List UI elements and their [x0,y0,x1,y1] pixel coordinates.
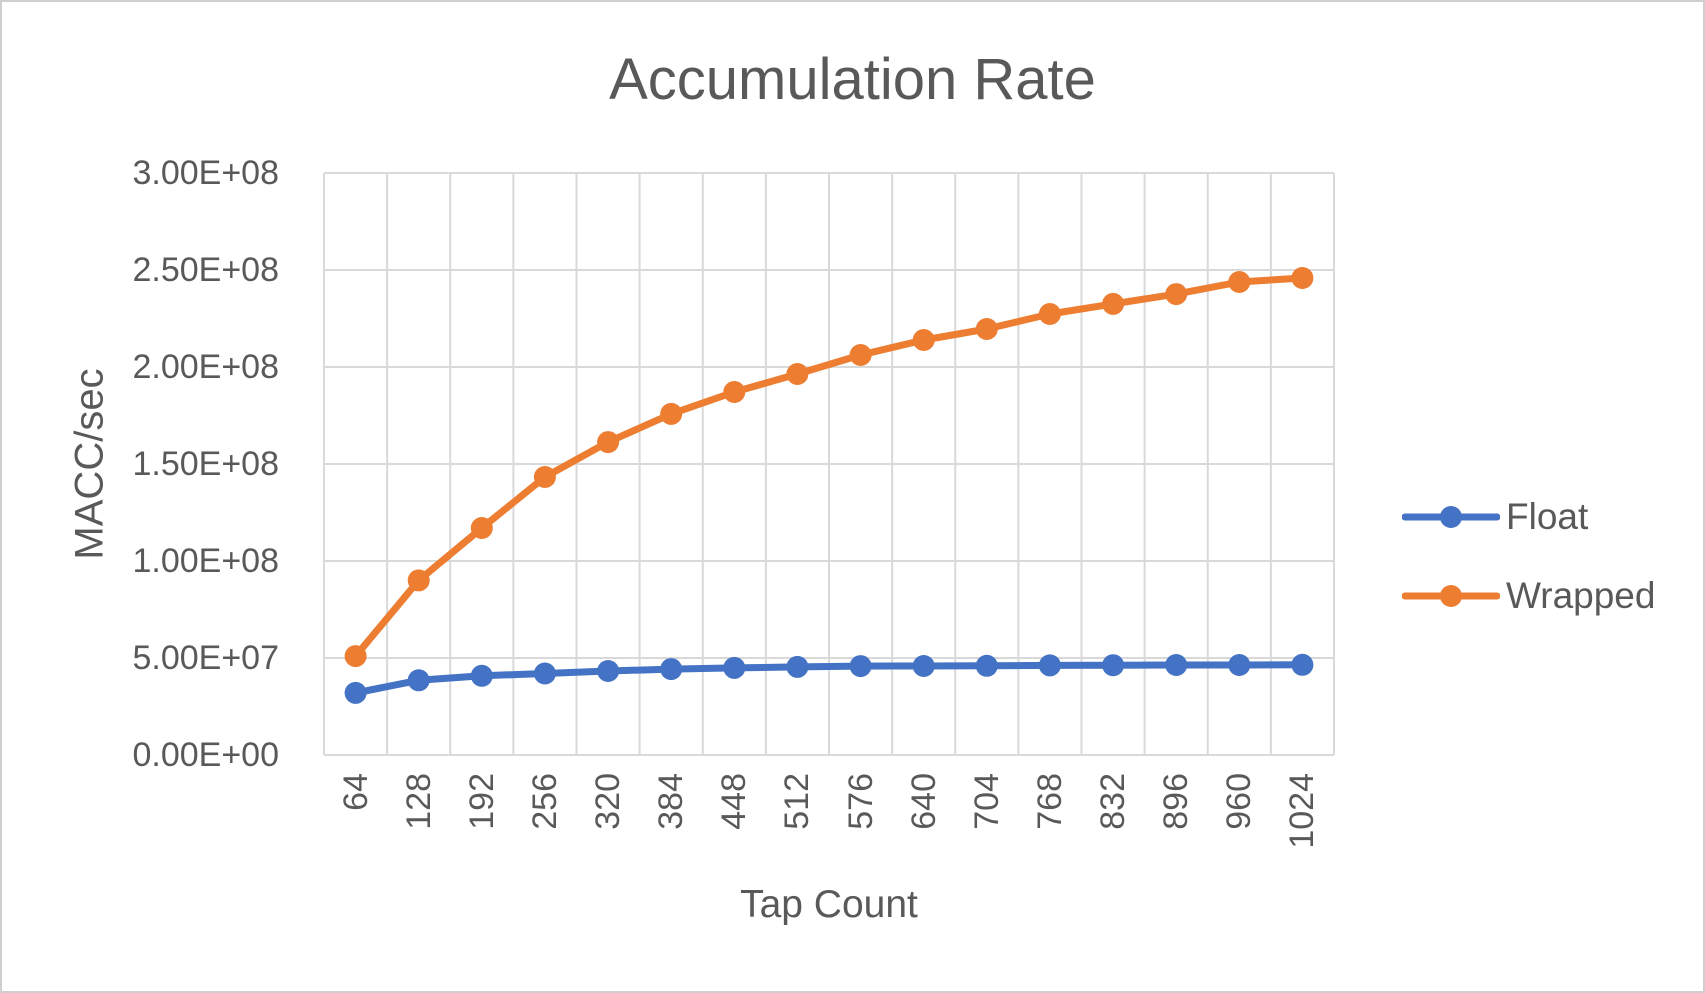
series-marker-float [660,658,683,681]
x-tick-label: 896 [1157,773,1196,830]
series-marker-float [1165,654,1188,676]
series-marker-float [1038,654,1061,677]
x-tick-label: 960 [1220,773,1259,830]
series-marker-wrapped [1291,267,1314,289]
series-marker-wrapped [1102,292,1125,315]
series-marker-wrapped [1228,271,1251,293]
x-tick-label: 1024 [1283,773,1322,849]
series-marker-wrapped [849,344,872,366]
series-marker-float [1228,654,1251,676]
x-tick-label: 576 [841,773,880,830]
series-marker-float [786,655,809,678]
x-tick-label: 512 [778,773,817,830]
series-marker-wrapped [660,402,683,425]
series-marker-wrapped [533,466,556,488]
series-marker-float [1102,654,1125,677]
x-tick-label: 384 [652,773,691,830]
series-marker-wrapped [1165,283,1188,306]
series-marker-float [407,669,430,692]
series-marker-float [470,664,493,687]
legend-line-marker-icon [1402,506,1500,528]
x-tick-label: 320 [589,773,628,830]
series-marker-float [975,654,998,677]
x-tick-label: 448 [715,773,754,830]
series-marker-float [912,655,935,677]
series-marker-float [1291,653,1314,676]
series-marker-wrapped [723,381,746,403]
series-marker-float [344,681,367,704]
x-tick-label: 640 [904,773,943,830]
x-tick-label: 832 [1094,773,1133,830]
series-marker-float [849,655,872,678]
legend-label-float: Float [1506,496,1589,537]
x-tick-label: 704 [967,773,1006,830]
y-tick-label: 0.00E+00 [132,736,279,774]
legend-item-wrapped: Wrapped [1402,574,1655,618]
y-tick-label: 3.00E+08 [132,154,279,192]
series-marker-wrapped [975,318,998,340]
x-tick-label: 128 [399,773,438,830]
series-marker-wrapped [1038,303,1061,325]
y-tick-label: 1.00E+08 [132,542,279,580]
series-marker-float [597,660,620,682]
x-tick-label: 64 [336,773,375,811]
x-tick-label: 256 [525,773,564,830]
series-line-wrapped [352,274,1306,660]
y-tick-label: 2.00E+08 [132,348,279,386]
legend-label-wrapped: Wrapped [1506,575,1656,616]
y-tick-label: 2.50E+08 [132,251,279,289]
series-marker-float [533,662,556,685]
series-marker-wrapped [597,431,620,454]
legend-line-marker-icon [1402,585,1500,607]
y-tick-label: 5.00E+07 [132,639,279,677]
series-marker-wrapped [786,363,809,385]
x-tick-label: 768 [1030,773,1069,830]
chart-title: Accumulation Rate [609,47,1096,112]
series-marker-wrapped [470,517,493,539]
series-marker-wrapped [912,329,935,351]
x-axis-title: Tap Count [740,883,918,926]
series-marker-wrapped [407,569,430,592]
legend-item-float: Float [1402,495,1588,539]
series-line-float [352,661,1306,697]
series-marker-float [723,656,746,679]
series-marker-wrapped [344,645,367,668]
y-tick-label: 1.50E+08 [132,445,279,483]
y-axis-title: MACC/sec [67,368,112,560]
x-tick-label: 192 [462,773,501,830]
